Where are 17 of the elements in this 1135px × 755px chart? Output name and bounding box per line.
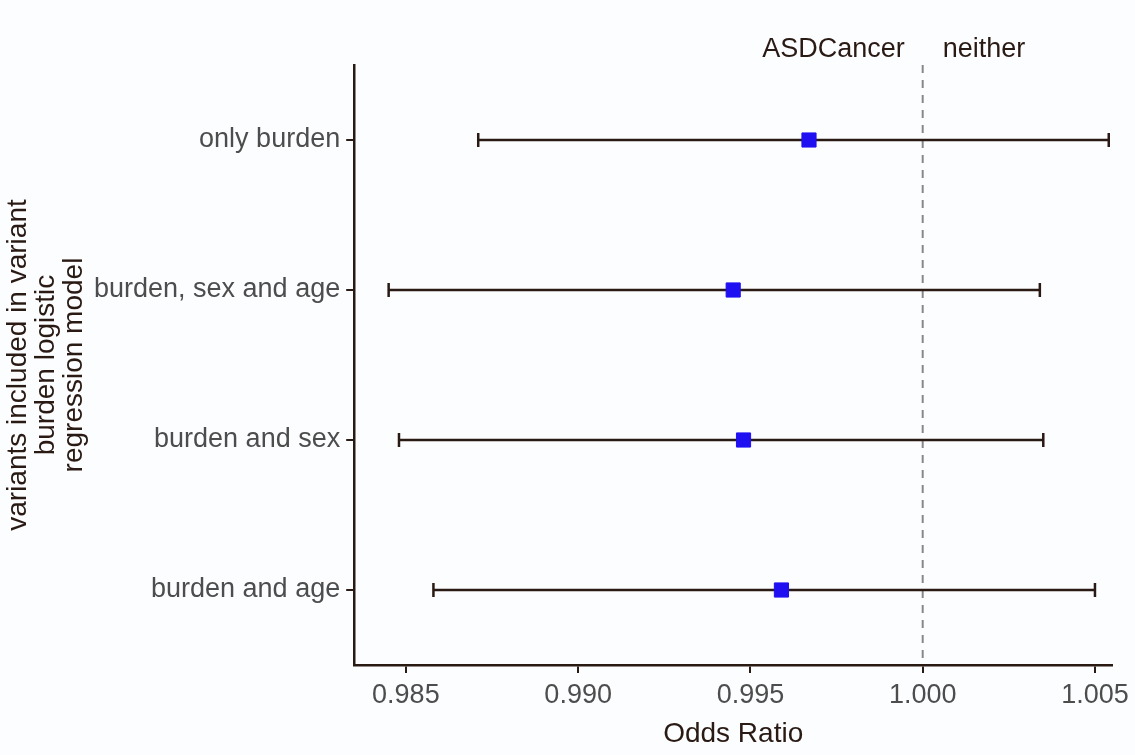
point <box>801 132 817 148</box>
y-tick-label: only burden <box>199 123 341 154</box>
x-axis-title: Odds Ratio <box>663 716 804 748</box>
point <box>773 582 789 598</box>
x-tick-label: 1.005 <box>1061 678 1129 709</box>
point <box>725 282 741 298</box>
text: neither <box>942 33 1026 63</box>
x-tick-label: 0.985 <box>372 678 440 709</box>
y-tick-label: burden and age <box>151 573 341 604</box>
x-tick-label: 1.000 <box>888 678 957 709</box>
y-axis-title: variants included in variant burden logistic regression model <box>0 199 88 531</box>
x-tick-label: 0.990 <box>544 678 612 709</box>
y-tick-label: burden and sex <box>154 423 341 454</box>
x-tick-label: 0.995 <box>716 678 785 709</box>
text: ASDCancer <box>762 33 905 63</box>
point <box>735 432 752 448</box>
y-tick-label: burden, sex and age <box>93 273 341 304</box>
